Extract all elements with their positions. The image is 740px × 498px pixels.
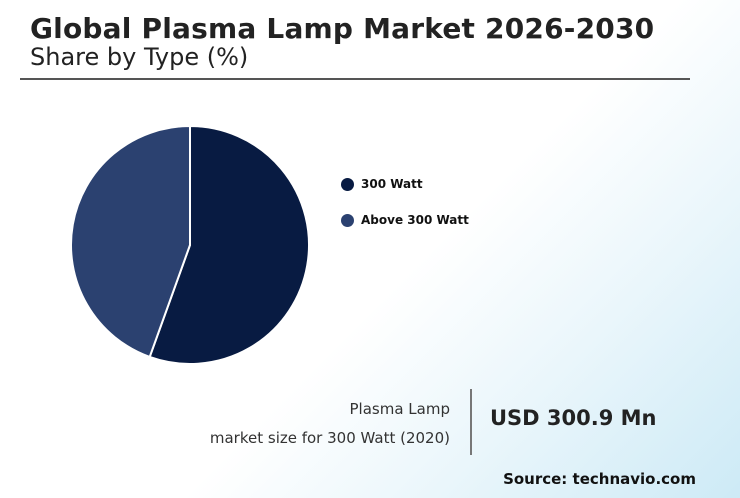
legend-item-300-watt: 300 Watt <box>341 175 469 193</box>
legend-label-300-watt: 300 Watt <box>361 177 423 191</box>
market-size-value: USD 300.9 Mn <box>490 406 657 430</box>
stat-divider <box>470 389 472 455</box>
title-divider <box>20 78 690 80</box>
pie-slice-300-watt <box>148 124 310 365</box>
chart-subtitle: Share by Type (%) <box>30 43 249 71</box>
legend-label-above-300-watt: Above 300 Watt <box>361 213 469 227</box>
pie-slice-above-300-watt <box>70 124 191 359</box>
market-size-label-line1: Plasma Lamp <box>349 400 450 418</box>
legend: 300 Watt Above 300 Watt <box>341 175 469 247</box>
chart-title: Global Plasma Lamp Market 2026-2030 <box>30 12 655 45</box>
legend-swatch-300-watt <box>341 177 354 191</box>
source-credit: Source: technavio.com <box>503 470 696 488</box>
legend-item-above-300-watt: Above 300 Watt <box>341 211 469 229</box>
market-size-label-line2: market size for 300 Watt (2020) <box>209 429 450 447</box>
legend-swatch-above-300-watt <box>341 213 354 227</box>
